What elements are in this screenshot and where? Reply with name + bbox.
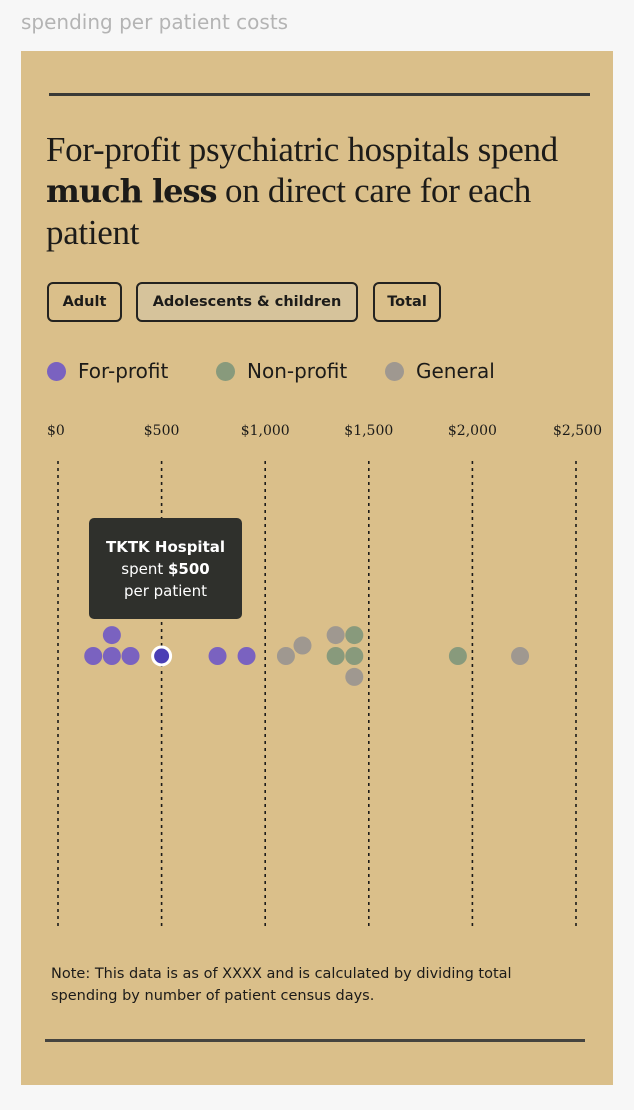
- tooltip-value: $500: [167, 560, 210, 578]
- tab-adult[interactable]: Adult: [47, 282, 122, 322]
- tooltip-suffix: per patient: [123, 582, 208, 600]
- legend: For-profit Non-profit General: [21, 359, 613, 389]
- headline: For-profit psychiatric hospitals spend m…: [46, 129, 586, 253]
- highlighted-point: [151, 645, 173, 667]
- legend-label-general: General: [416, 359, 495, 383]
- tab-adolescents-children[interactable]: Adolescents & children: [136, 282, 358, 322]
- x-tick-label-4: $2,000: [448, 423, 497, 439]
- data-point-for-profit-6: [237, 647, 256, 665]
- legend-dot-for-profit: [47, 361, 66, 381]
- headline-part1: For-profit psychiatric hospitals spend: [46, 130, 558, 169]
- headline-part2: on direct care for each patient: [46, 171, 531, 252]
- x-tick-label-5: $2,500: [553, 423, 602, 439]
- data-point-for-profit-5: [208, 647, 227, 665]
- data-point-general-10: [326, 626, 345, 645]
- x-tick-label-1: $500: [144, 423, 180, 439]
- data-point-non-profit-9: [326, 647, 345, 665]
- data-point-for-profit-3: [121, 647, 140, 665]
- tab-total[interactable]: Total: [373, 282, 441, 322]
- data-point-non-profit-12: [345, 626, 364, 645]
- data-point-non-profit-14: [448, 647, 467, 665]
- legend-label-non-profit: Non-profit: [247, 359, 348, 383]
- bottom-rule: [45, 1039, 585, 1042]
- x-tick-label-0: $0: [47, 423, 65, 439]
- data-point-for-profit-1: [102, 647, 121, 665]
- legend-dot-general: [385, 361, 404, 381]
- legend-item-non-profit: Non-profit: [216, 359, 347, 383]
- frame-label: spending per patient costs: [21, 10, 289, 34]
- data-point-for-profit-0: [84, 647, 103, 665]
- data-point-for-profit-2: [102, 626, 121, 645]
- footnote: Note: This data is as of XXXX and is cal…: [51, 966, 512, 1004]
- x-tick-label-2: $1,000: [241, 423, 290, 439]
- data-point-general-7: [276, 647, 295, 665]
- hospital-tooltip: TKTK Hospital spent $500 per patient: [89, 518, 242, 619]
- legend-label-for-profit: For-profit: [78, 359, 169, 383]
- data-point-general-13: [345, 667, 364, 686]
- data-point-non-profit-11: [345, 647, 364, 665]
- tooltip-prefix: spent: [121, 560, 168, 578]
- legend-item-general: General: [385, 359, 495, 383]
- legend-item-for-profit: For-profit: [47, 359, 168, 383]
- data-point-general-15: [511, 647, 530, 665]
- beeswarm-chart: $0 $500 $1,000 $1,500 $2,000 $2,500: [47, 423, 602, 926]
- chart-card: For-profit psychiatric hospitals spend m…: [21, 51, 613, 1085]
- top-rule: [49, 93, 590, 96]
- data-point-general-8: [293, 636, 312, 655]
- legend-dot-non-profit: [216, 361, 235, 381]
- headline-emphasis: much less: [46, 172, 218, 210]
- x-tick-label-3: $1,500: [344, 423, 393, 439]
- tooltip-hospital-name: TKTK Hospital: [105, 538, 226, 556]
